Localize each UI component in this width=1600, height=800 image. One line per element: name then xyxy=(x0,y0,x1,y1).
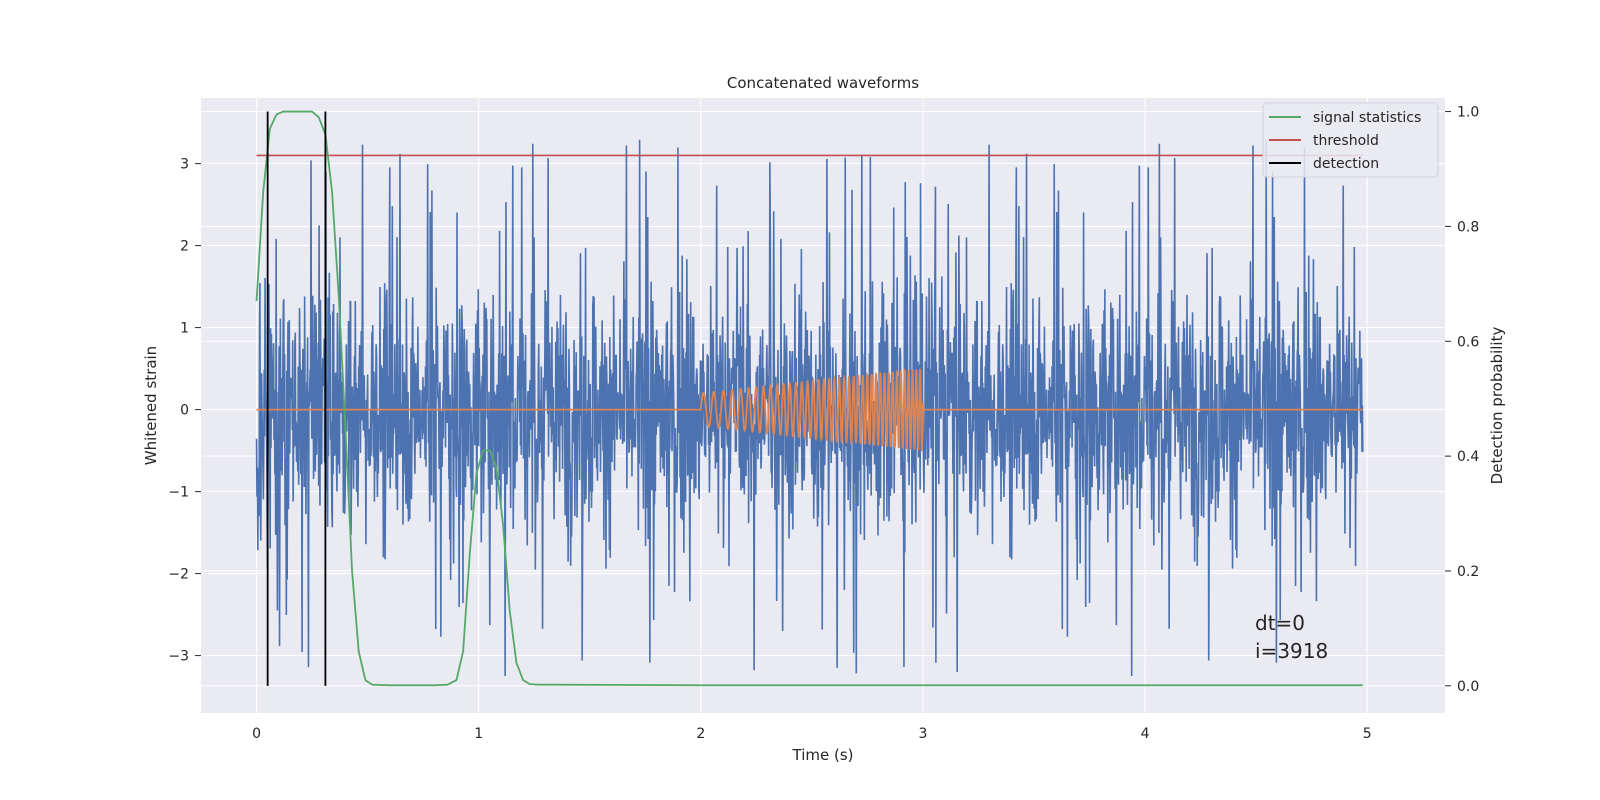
legend: signal statistics threshold detection xyxy=(1262,102,1439,178)
x-tick-label: 3 xyxy=(919,726,928,742)
signal-statistics-line xyxy=(255,110,1363,687)
y2-tick-label: 0.2 xyxy=(1457,564,1479,580)
series-layer xyxy=(255,110,1364,687)
y-tick-label: 2 xyxy=(180,239,189,255)
y-axis-label: Whitened strain xyxy=(142,346,160,465)
y2-tick-label: 0.8 xyxy=(1457,219,1479,235)
y2-axis-label: Detection probability xyxy=(1488,327,1506,485)
axes-layer: 0 1 2 3 4 5 −3 −2 −1 0 1 2 3 0.0 0.2 0.4 0.6 0.8 1.0 xyxy=(168,105,1479,742)
y-tick-label: −2 xyxy=(168,567,189,583)
legend-label-detection: detection xyxy=(1313,156,1379,172)
y2-tick-label: 0.6 xyxy=(1457,334,1479,350)
x-tick-label: 4 xyxy=(1141,726,1150,742)
legend-box xyxy=(1262,102,1439,178)
y-tick-label: 0 xyxy=(180,403,189,419)
y2-tick-label: 1.0 xyxy=(1457,105,1479,121)
annotation-dt: dt=0 xyxy=(1255,611,1305,635)
injection-series xyxy=(256,368,1363,452)
chart-title: Concatenated waveforms xyxy=(727,74,919,92)
y2-tick-label: 0.4 xyxy=(1457,449,1479,465)
legend-label-signal-statistics: signal statistics xyxy=(1313,110,1421,126)
x-tick-label: 5 xyxy=(1363,726,1372,742)
x-tick-label: 1 xyxy=(474,726,483,742)
y-tick-label: 3 xyxy=(180,157,189,173)
legend-label-threshold: threshold xyxy=(1313,133,1379,149)
y-tick-label: −1 xyxy=(168,485,189,501)
x-tick-label: 0 xyxy=(252,726,261,742)
y2-tick-label: 0.0 xyxy=(1457,679,1479,695)
x-tick-label: 2 xyxy=(696,726,705,742)
x-axis-label: Time (s) xyxy=(792,746,854,764)
y-tick-label: −3 xyxy=(168,649,189,665)
annotation-index: i=3918 xyxy=(1255,639,1328,663)
y-tick-label: 1 xyxy=(180,321,189,337)
